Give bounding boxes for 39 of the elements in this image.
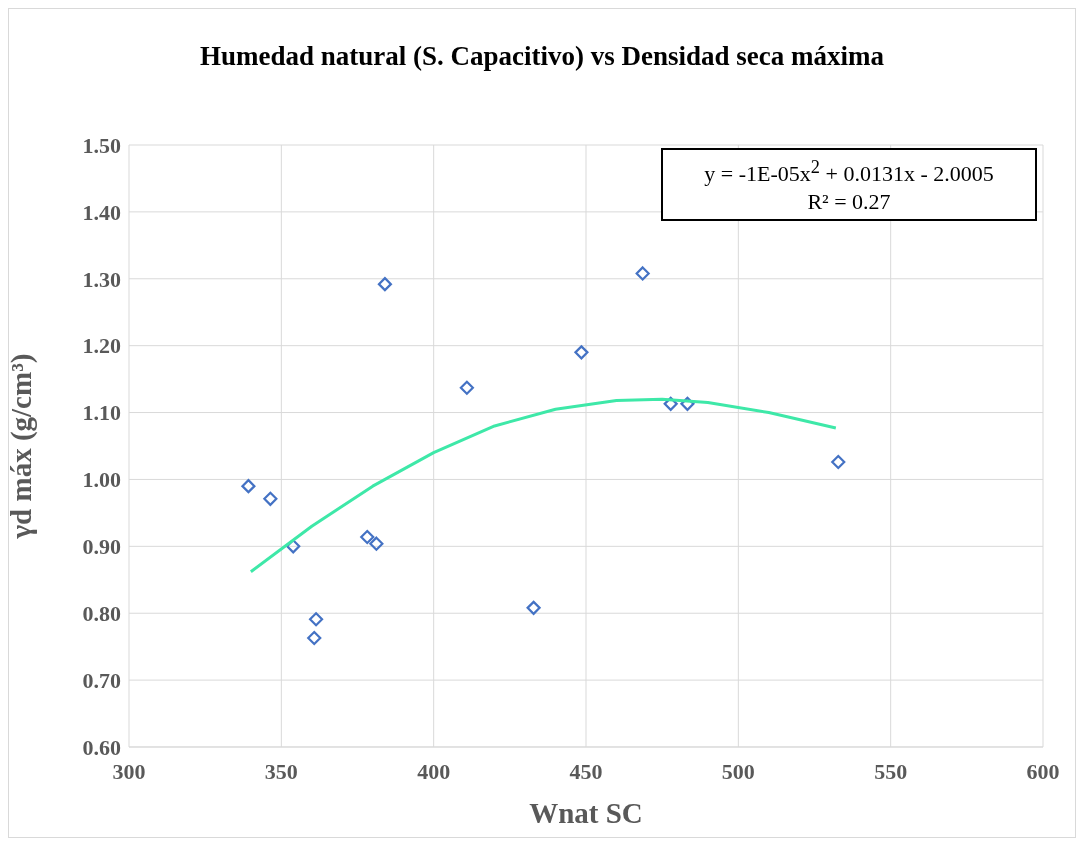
- point: [308, 612, 324, 627]
- point: [663, 396, 678, 411]
- point: [377, 277, 393, 292]
- y-tick-label: 0.60: [82, 734, 121, 760]
- x-tick-label: 300: [112, 758, 146, 784]
- y-tick-label: 1.40: [82, 199, 121, 225]
- point: [241, 479, 256, 494]
- point: [831, 454, 846, 470]
- annotation: R² = 0.27: [806, 188, 892, 217]
- y-tick-label: 1.20: [82, 333, 121, 359]
- point: [459, 380, 474, 395]
- x-tick-label: 400: [417, 758, 451, 784]
- x-tick-label: 350: [264, 758, 298, 784]
- point: [360, 529, 375, 545]
- point: [263, 491, 278, 506]
- point: [286, 539, 301, 554]
- text-box: y = -1E-05x$^{2}$ + 0.0131x - 2.0005 R² = 0.27: [661, 148, 1037, 222]
- line-series: [249, 397, 838, 574]
- y-tick-label: 1.30: [82, 266, 121, 292]
- annotation: y = -1E-05x$^{2}$ + 0.0131x - 2.0005: [703, 156, 995, 189]
- y-tick-label: 1.50: [82, 132, 121, 158]
- y-axis-title: γd máx (g/cm³): [5, 353, 39, 540]
- point: [680, 396, 695, 411]
- point: [369, 536, 384, 551]
- y-tick-label: 1.00: [82, 467, 121, 493]
- point: [307, 630, 322, 646]
- x-tick-label: 500: [721, 758, 755, 784]
- y-tick-label: 0.70: [82, 667, 121, 693]
- y-tick-label: 0.90: [82, 534, 121, 560]
- point: [635, 266, 650, 281]
- point: [526, 600, 541, 615]
- x-tick-label: 450: [569, 758, 603, 784]
- chart-title: Humedad natural (S. Capacitivo) vs Densidad seca máxima: [199, 41, 885, 72]
- x-tick-label: 550: [874, 758, 908, 784]
- point: [574, 345, 589, 360]
- x-axis-title: Wnat SC: [529, 797, 643, 829]
- y-tick-label: 1.10: [82, 400, 121, 426]
- x-tick-label: 600: [1026, 758, 1060, 784]
- y-tick-label: 0.80: [82, 601, 121, 627]
